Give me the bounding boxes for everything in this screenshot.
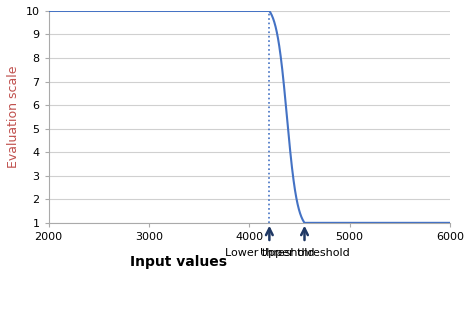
Text: Input values: Input values — [130, 255, 227, 269]
Text: Lower threshold: Lower threshold — [225, 248, 314, 257]
Text: Upper threshold: Upper threshold — [260, 248, 349, 257]
Y-axis label: Evaluation scale: Evaluation scale — [7, 66, 20, 168]
